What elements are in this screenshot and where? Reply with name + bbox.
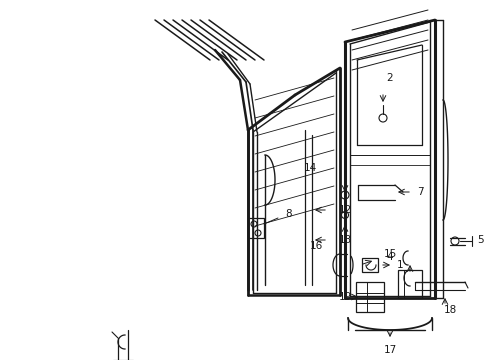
- Text: 1: 1: [396, 260, 403, 270]
- Text: 13: 13: [338, 235, 351, 245]
- Text: 17: 17: [383, 345, 396, 355]
- Text: 18: 18: [443, 305, 456, 315]
- Text: 7: 7: [416, 187, 423, 197]
- Text: 16: 16: [309, 241, 322, 251]
- Text: 12: 12: [338, 205, 351, 215]
- Bar: [247, 218, 264, 238]
- Text: 14: 14: [303, 163, 316, 173]
- Text: 15: 15: [383, 249, 396, 259]
- Bar: [361, 258, 377, 272]
- Text: 5: 5: [476, 235, 482, 245]
- Bar: [397, 270, 421, 298]
- Text: 2: 2: [386, 73, 392, 83]
- Text: 4: 4: [386, 252, 392, 262]
- Text: 19: 19: [338, 292, 351, 302]
- Bar: [355, 282, 383, 312]
- Text: 8: 8: [285, 209, 292, 219]
